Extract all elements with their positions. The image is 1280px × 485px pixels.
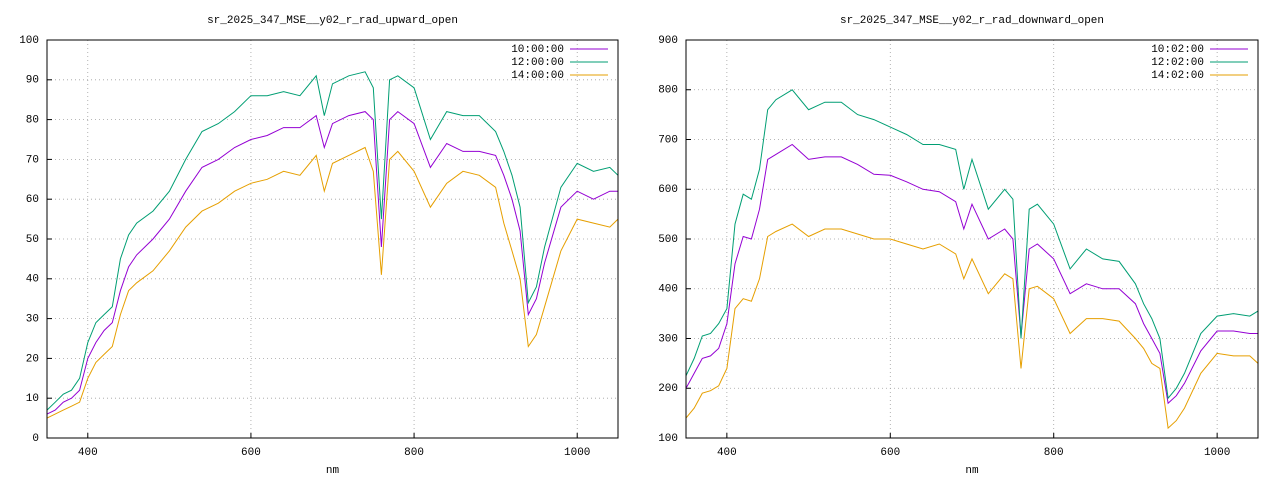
series-line	[46, 146, 619, 419]
series-line	[685, 223, 1259, 430]
legend-label: 10:00:00	[511, 44, 564, 56]
y-tick-label: 500	[658, 234, 678, 246]
legend-label: 12:02:00	[1151, 57, 1204, 69]
legend-label: 10:02:00	[1151, 44, 1204, 56]
y-tick-label: 900	[658, 35, 678, 47]
y-tick-label: 30	[26, 314, 39, 326]
legend-label: 12:00:00	[511, 57, 564, 69]
y-tick-label: 50	[26, 234, 39, 246]
x-axis-label: nm	[326, 465, 340, 477]
y-tick-label: 200	[658, 383, 678, 395]
y-tick-label: 300	[658, 333, 678, 345]
x-tick-label: 800	[1044, 447, 1064, 459]
plot-border	[46, 39, 619, 439]
y-tick-label: 80	[26, 115, 39, 127]
x-tick-label: 600	[241, 447, 261, 459]
series-line	[685, 89, 1259, 400]
y-tick-label: 70	[26, 154, 39, 166]
x-tick-label: 400	[717, 447, 737, 459]
y-tick-label: 10	[26, 393, 39, 405]
y-tick-label: 60	[26, 194, 39, 206]
legend-label: 14:02:00	[1151, 70, 1204, 82]
y-tick-label: 400	[658, 284, 678, 296]
y-tick-label: 100	[658, 433, 678, 445]
x-axis-label: nm	[965, 465, 979, 477]
y-tick-label: 800	[658, 85, 678, 97]
x-tick-label: 400	[78, 447, 98, 459]
series-line	[46, 71, 619, 411]
series-line	[46, 110, 618, 415]
chart-title: sr_2025_347_MSE__y02_r_rad_upward_open	[207, 15, 458, 27]
x-tick-label: 800	[404, 447, 424, 459]
x-tick-label: 600	[880, 447, 900, 459]
x-tick-label: 1000	[1204, 447, 1230, 459]
legend-label: 14:00:00	[511, 70, 564, 82]
y-tick-label: 20	[26, 353, 39, 365]
series-line	[685, 143, 1258, 405]
y-tick-label: 90	[26, 75, 39, 87]
y-tick-label: 40	[26, 274, 39, 286]
chart-title: sr_2025_347_MSE__y02_r_rad_downward_open	[840, 15, 1104, 27]
y-tick-label: 100	[19, 35, 39, 47]
x-tick-label: 1000	[564, 447, 590, 459]
y-tick-label: 700	[658, 134, 678, 146]
y-tick-label: 0	[32, 433, 39, 445]
plot-border	[685, 39, 1259, 439]
y-tick-label: 600	[658, 184, 678, 196]
